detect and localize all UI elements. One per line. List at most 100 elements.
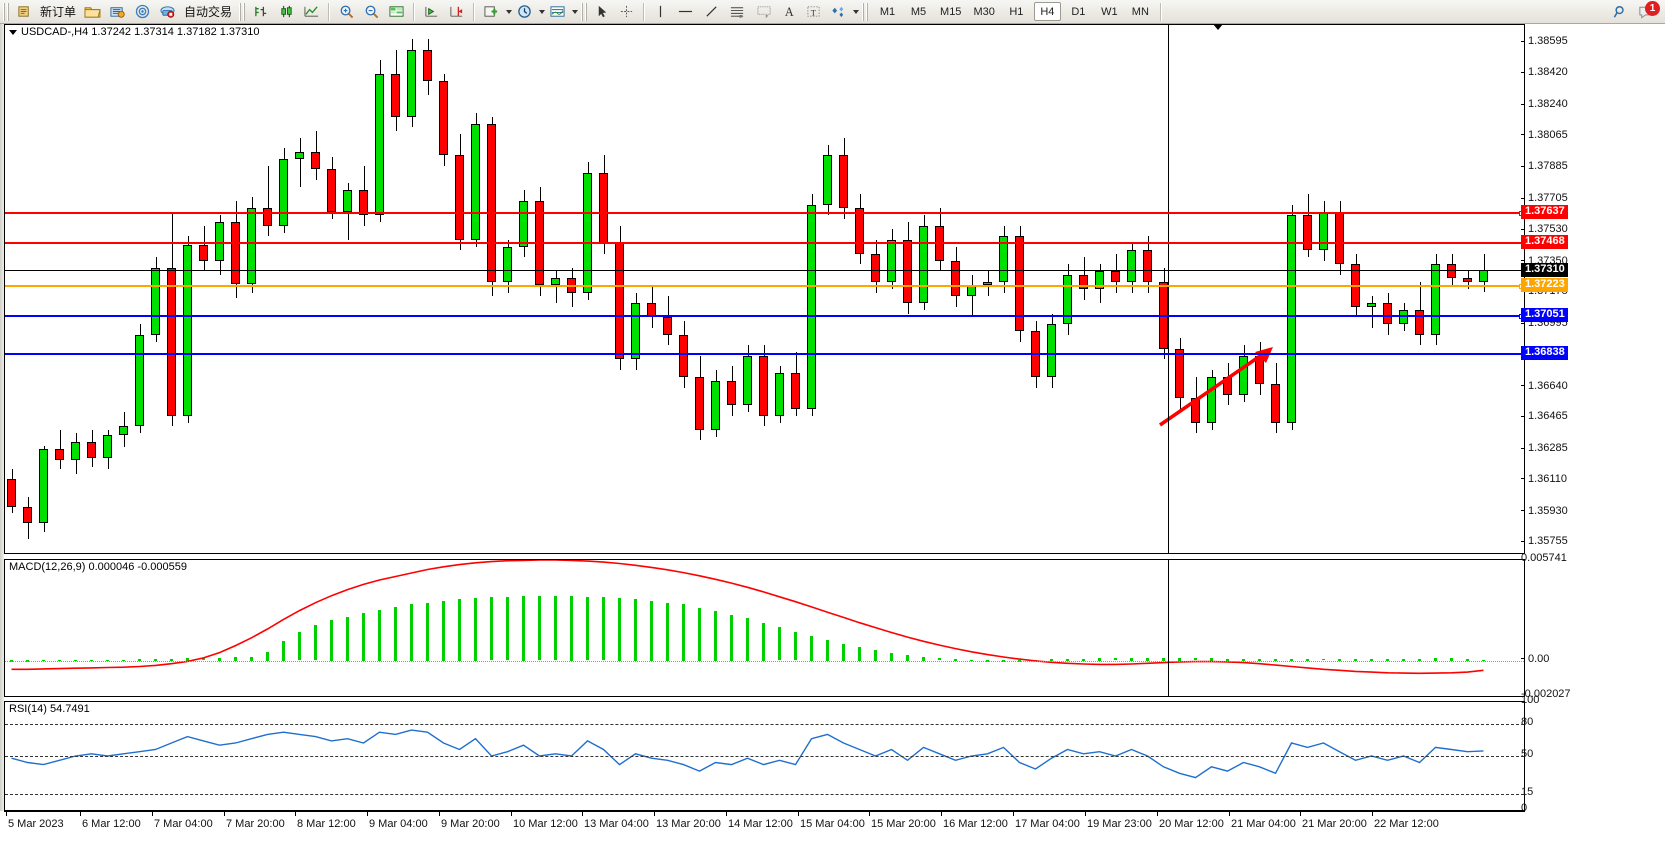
templates-icon[interactable] bbox=[546, 1, 569, 22]
timeframe-h1[interactable]: H1 bbox=[1009, 5, 1024, 18]
cursor-icon[interactable] bbox=[592, 1, 613, 22]
candle-body bbox=[967, 285, 976, 297]
macd-histogram-bar bbox=[682, 604, 685, 661]
price-level-line[interactable] bbox=[5, 352, 1524, 355]
macd-histogram-bar bbox=[522, 596, 525, 661]
new-order-icon[interactable] bbox=[14, 1, 35, 22]
auto-trading-label[interactable]: 自动交易 bbox=[184, 5, 233, 19]
price-level-tag[interactable]: 1.36838 bbox=[1521, 345, 1568, 360]
candle-body bbox=[871, 253, 880, 282]
price-level-tag[interactable]: 1.37637 bbox=[1521, 205, 1568, 220]
vertical-line-object[interactable] bbox=[1168, 25, 1169, 553]
zoom-in-icon[interactable] bbox=[335, 1, 358, 22]
time-axis-tick bbox=[6, 812, 7, 816]
candle-body bbox=[391, 74, 400, 117]
equidistant-icon[interactable]: F bbox=[752, 1, 777, 22]
time-axis-tick bbox=[1300, 812, 1301, 816]
chart-shift-icon[interactable] bbox=[445, 1, 468, 22]
period-icon[interactable] bbox=[513, 1, 536, 22]
timeframe-d1[interactable]: D1 bbox=[1071, 5, 1086, 18]
notifications-icon[interactable]: 1 bbox=[1634, 1, 1660, 22]
price-level-line[interactable] bbox=[5, 314, 1524, 320]
candle-wick bbox=[347, 183, 349, 240]
rsi-plot[interactable] bbox=[5, 702, 1524, 810]
time-axis[interactable]: 5 Mar 2023 6 Mar 12:00 7 Mar 04:00 7 Mar 20… bbox=[4, 811, 1525, 843]
price-level-tag[interactable]: 1.37051 bbox=[1521, 308, 1568, 323]
add-indicator-chevron-down-icon[interactable] bbox=[506, 9, 513, 14]
search-icon[interactable] bbox=[1609, 1, 1632, 22]
timeframe-m5[interactable]: M5 bbox=[910, 5, 927, 18]
price-axis-tick: 1.36110 bbox=[1521, 473, 1567, 485]
candlestick-chart-icon[interactable] bbox=[275, 1, 298, 22]
price-pane[interactable]: USDCAD-,H4 1.37242 1.37314 1.37182 1.373… bbox=[4, 24, 1525, 554]
period-chevron-down-icon[interactable] bbox=[539, 9, 546, 14]
timeframe-w1[interactable]: W1 bbox=[1101, 5, 1118, 18]
label-icon[interactable]: T bbox=[802, 1, 825, 22]
candle-wick bbox=[1371, 296, 1373, 328]
signal-icon[interactable] bbox=[131, 1, 154, 22]
price-level-line[interactable] bbox=[5, 283, 1524, 289]
main-toolbar: 新订单 自动交易 bbox=[0, 0, 1665, 24]
timeframe-m15[interactable]: M15 bbox=[940, 5, 962, 18]
price-level-line[interactable] bbox=[5, 269, 1524, 271]
price-level-tag[interactable]: 1.37310 bbox=[1521, 262, 1568, 277]
vertical-line-object-macd[interactable] bbox=[1168, 560, 1169, 696]
auto-scroll-icon[interactable] bbox=[420, 1, 443, 22]
add-indicator-icon[interactable] bbox=[480, 1, 503, 22]
timeframe-m30[interactable]: M30 bbox=[973, 5, 995, 18]
candle-body bbox=[1191, 398, 1200, 423]
price-axis-tick: 1.36465 bbox=[1521, 410, 1568, 422]
toolbar-grip-3[interactable] bbox=[581, 2, 589, 21]
toolbar-separator-2 bbox=[413, 2, 416, 21]
fibo-icon[interactable]: E bbox=[725, 1, 750, 22]
rsi-pane[interactable]: RSI(14) 54.7491 bbox=[4, 701, 1525, 811]
vline-icon[interactable] bbox=[650, 1, 671, 22]
price-level-line[interactable] bbox=[5, 211, 1524, 217]
candle-body bbox=[455, 155, 464, 240]
trendline-icon[interactable] bbox=[700, 1, 723, 22]
new-order-label[interactable]: 新订单 bbox=[40, 5, 77, 19]
candle-body bbox=[1207, 377, 1216, 423]
timeframe-mn[interactable]: MN bbox=[1131, 5, 1149, 18]
candle-body bbox=[1047, 324, 1056, 377]
arrow-annotation[interactable] bbox=[5, 25, 1524, 553]
bar-chart-icon[interactable] bbox=[250, 1, 273, 22]
timeframe-h4[interactable]: H4 bbox=[1033, 2, 1061, 21]
chart-scroll-strip[interactable] bbox=[0, 24, 4, 811]
toolbar-grip-2[interactable] bbox=[239, 2, 247, 21]
objects-chevron-down-icon[interactable] bbox=[853, 9, 860, 14]
price-level-tag[interactable]: 1.37223 bbox=[1521, 277, 1568, 292]
price-plot[interactable] bbox=[5, 25, 1524, 553]
data-window-icon[interactable] bbox=[385, 1, 408, 22]
chart-area[interactable]: USDCAD-,H4 1.37242 1.37314 1.37182 1.373… bbox=[0, 24, 1665, 842]
candle-body bbox=[1111, 271, 1120, 282]
candle-body bbox=[823, 155, 832, 205]
text-icon[interactable]: A bbox=[779, 1, 800, 22]
candle-body bbox=[103, 435, 112, 458]
candle-body bbox=[1175, 348, 1184, 399]
line-chart-icon[interactable] bbox=[300, 1, 323, 22]
rsi-level-line bbox=[5, 793, 1524, 795]
objects-icon[interactable] bbox=[827, 1, 850, 22]
hline-icon[interactable] bbox=[673, 1, 698, 22]
price-level-line[interactable] bbox=[5, 241, 1524, 244]
price-axis[interactable]: 1.37637 1.37468 1.37310 1.37223 1.37051 1.368… bbox=[1521, 24, 1665, 814]
auto-trading-icon[interactable] bbox=[156, 1, 179, 22]
price-level-tag[interactable]: 1.37468 bbox=[1521, 234, 1568, 249]
templates-chevron-down-icon[interactable] bbox=[572, 9, 579, 14]
candle-body bbox=[855, 208, 864, 254]
publish-icon[interactable] bbox=[106, 1, 129, 22]
chart-menu-chevron-down-icon[interactable] bbox=[9, 29, 17, 35]
toolbar-grip-4[interactable] bbox=[862, 2, 870, 21]
folder-icon[interactable] bbox=[81, 1, 104, 22]
time-axis-tick bbox=[152, 812, 153, 816]
candle-body bbox=[311, 151, 320, 170]
candle-body bbox=[39, 449, 48, 524]
timeframe-m1[interactable]: M1 bbox=[879, 5, 896, 18]
zoom-out-icon[interactable] bbox=[360, 1, 383, 22]
toolbar-grip[interactable] bbox=[3, 2, 10, 21]
macd-pane[interactable]: MACD(12,26,9) 0.000046 -0.000559 bbox=[4, 559, 1525, 697]
macd-plot[interactable] bbox=[5, 560, 1524, 696]
crosshair-icon[interactable] bbox=[615, 1, 638, 22]
pane-collapse-handle[interactable] bbox=[1213, 24, 1223, 30]
